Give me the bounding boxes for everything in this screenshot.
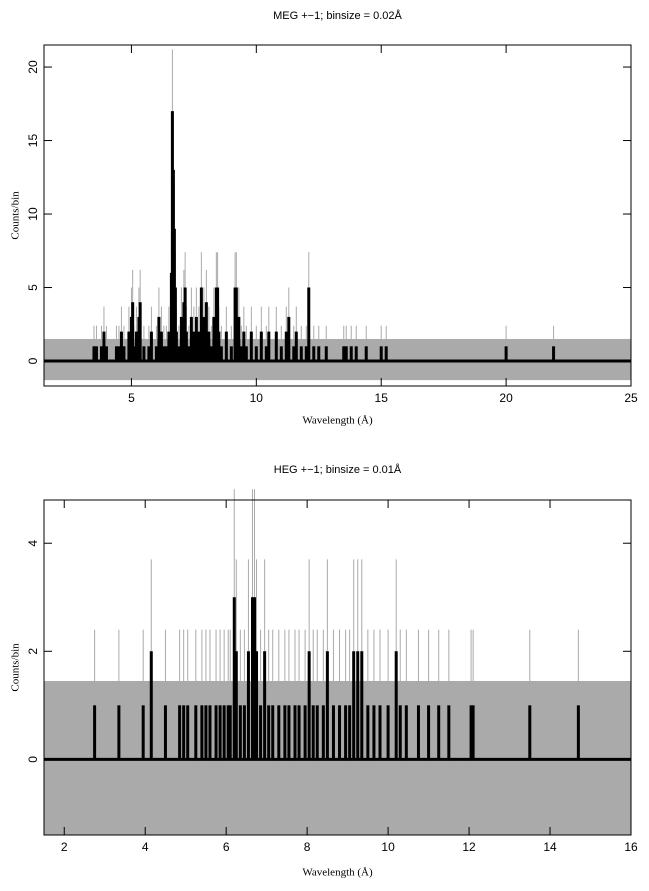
y-tick-label: 0 xyxy=(26,756,40,763)
panel: HEG +−1; binsize = 0.01Å Wavelength (Å) Co… xyxy=(10,463,638,879)
panel: MEG +−1; binsize = 0.02Å Wavelength (Å) Co… xyxy=(10,9,638,427)
x-tick-label: 15 xyxy=(375,391,389,405)
chart-title: MEG +−1; binsize = 0.02Å xyxy=(273,9,402,22)
x-tick-label: 4 xyxy=(142,840,149,854)
x-tick-label: 10 xyxy=(250,391,264,405)
y-tick-label: 4 xyxy=(26,540,40,547)
x-tick-label: 8 xyxy=(304,840,311,854)
plot-frame xyxy=(43,44,632,387)
y-tick-label: 20 xyxy=(26,60,40,74)
y-axis-label: Counts/bin xyxy=(10,643,22,692)
chart-title: HEG +−1; binsize = 0.01Å xyxy=(274,463,402,476)
x-tick-label: 6 xyxy=(223,840,230,854)
y-tick-label: 5 xyxy=(26,284,40,291)
x-tick-label: 12 xyxy=(462,840,476,854)
x-axis-label: Wavelength (Å) xyxy=(302,415,373,427)
y-tick-label: 15 xyxy=(26,134,40,148)
plot-frame xyxy=(43,499,632,836)
x-tick-label: 20 xyxy=(499,391,513,405)
y-axis-label: Counts/bin xyxy=(10,191,22,240)
y-tick-label: 10 xyxy=(26,207,40,221)
x-tick-label: 14 xyxy=(543,840,557,854)
x-tick-label: 2 xyxy=(61,840,68,854)
y-tick-label: 2 xyxy=(26,648,40,655)
x-tick-label: 5 xyxy=(128,391,135,405)
x-tick-label: 10 xyxy=(381,840,395,854)
y-tick-label: 0 xyxy=(26,357,40,364)
x-axis-label: Wavelength (Å) xyxy=(302,867,373,879)
x-tick-label: 25 xyxy=(624,391,638,405)
x-tick-label: 16 xyxy=(624,840,638,854)
